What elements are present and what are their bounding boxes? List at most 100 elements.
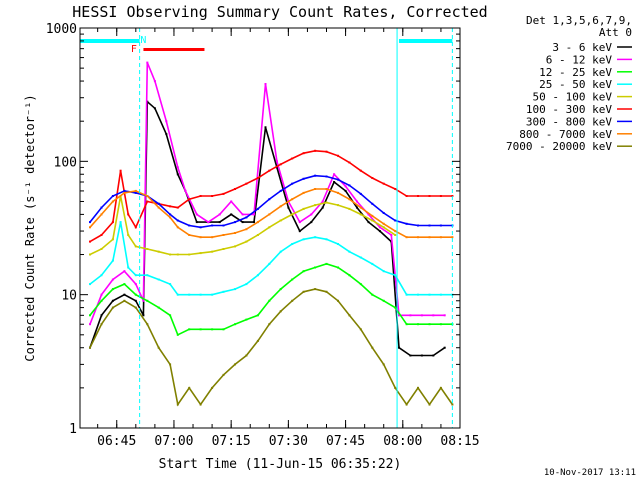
data-point	[146, 299, 149, 302]
data-point	[279, 189, 282, 192]
data-point	[279, 163, 282, 166]
data-point	[218, 213, 221, 216]
data-point	[245, 318, 248, 321]
data-point	[211, 293, 214, 296]
data-point	[176, 166, 179, 169]
data-point	[417, 293, 419, 296]
data-point	[256, 274, 259, 277]
data-point	[428, 293, 431, 296]
data-point	[348, 161, 351, 164]
data-point	[428, 323, 431, 326]
data-point	[234, 245, 236, 248]
legend-entry: 50 - 100 keV	[533, 91, 613, 104]
data-point	[405, 403, 408, 406]
data-point	[199, 236, 202, 239]
legend-entry: 800 - 7000 keV	[519, 128, 612, 141]
data-point	[291, 157, 294, 160]
data-point	[405, 323, 408, 326]
data-point	[325, 201, 328, 204]
data-point	[222, 248, 225, 250]
data-point	[188, 224, 191, 227]
data-point	[302, 177, 305, 180]
data-point	[176, 173, 179, 176]
data-point	[188, 198, 191, 201]
data-point	[256, 234, 259, 236]
legend-entry: 300 - 800 keV	[526, 115, 612, 128]
y-tick-label: 1000	[46, 22, 77, 37]
legend-entry: 12 - 25 keV	[539, 66, 612, 79]
series-2	[89, 262, 454, 336]
data-point	[428, 403, 431, 406]
data-point	[310, 213, 313, 216]
data-point	[245, 240, 248, 243]
data-point	[439, 195, 442, 197]
data-point	[222, 192, 225, 195]
data-point	[409, 314, 412, 317]
data-point	[119, 221, 122, 224]
data-point	[348, 184, 351, 187]
data-point	[100, 274, 103, 277]
data-point	[111, 299, 114, 302]
data-point	[420, 314, 423, 317]
data-point	[428, 236, 431, 239]
data-point	[256, 221, 259, 224]
data-point	[420, 354, 423, 357]
data-point	[279, 219, 282, 222]
data-point	[337, 191, 339, 194]
data-point	[268, 226, 271, 229]
data-point	[432, 354, 435, 357]
data-point	[348, 250, 351, 253]
data-point	[359, 283, 362, 286]
data-point	[134, 191, 137, 194]
data-point	[314, 204, 317, 207]
series-layer	[89, 61, 454, 407]
data-point	[394, 234, 397, 236]
data-point	[382, 299, 385, 302]
axis-layer: 06:45 07:00 07:15 07:30 07:45 08:00 08:15 1 10 10…	[46, 22, 480, 449]
legend-entry: 25 - 50 keV	[539, 78, 612, 91]
data-point	[176, 226, 179, 229]
data-point	[195, 213, 198, 216]
data-point	[325, 188, 328, 190]
data-point	[394, 386, 397, 389]
data-point	[344, 189, 347, 192]
night-bar	[80, 39, 140, 43]
data-point	[169, 314, 172, 317]
data-point	[253, 221, 255, 224]
data-point	[188, 253, 191, 256]
data-point	[157, 250, 160, 253]
data-point	[127, 213, 130, 216]
data-point	[199, 293, 202, 296]
data-point	[245, 228, 248, 231]
series-3	[89, 221, 454, 296]
data-point	[394, 306, 397, 309]
data-point	[443, 314, 446, 317]
data-point	[310, 221, 313, 224]
y-tick-label: 1	[69, 422, 77, 437]
data-point	[321, 200, 324, 203]
data-point	[268, 299, 271, 302]
data-point	[111, 306, 114, 309]
data-point	[398, 314, 400, 317]
data-point	[356, 200, 358, 203]
data-point	[188, 386, 191, 389]
data-point	[89, 240, 91, 243]
data-point	[134, 274, 137, 277]
data-point	[337, 178, 339, 181]
data-point	[439, 236, 442, 239]
y-tick-label: 10	[61, 289, 77, 304]
data-point	[123, 293, 126, 296]
x-tick-label: 08:15	[440, 434, 479, 449]
data-point	[443, 346, 446, 349]
data-point	[176, 253, 179, 256]
data-point	[241, 213, 244, 216]
x-tick-label: 06:45	[97, 434, 136, 449]
data-point	[146, 323, 149, 326]
data-point	[188, 293, 191, 296]
data-point	[199, 195, 202, 197]
data-point	[439, 323, 442, 326]
data-point	[371, 346, 374, 349]
data-point	[169, 213, 172, 216]
data-point	[314, 149, 317, 152]
data-point	[394, 274, 397, 277]
